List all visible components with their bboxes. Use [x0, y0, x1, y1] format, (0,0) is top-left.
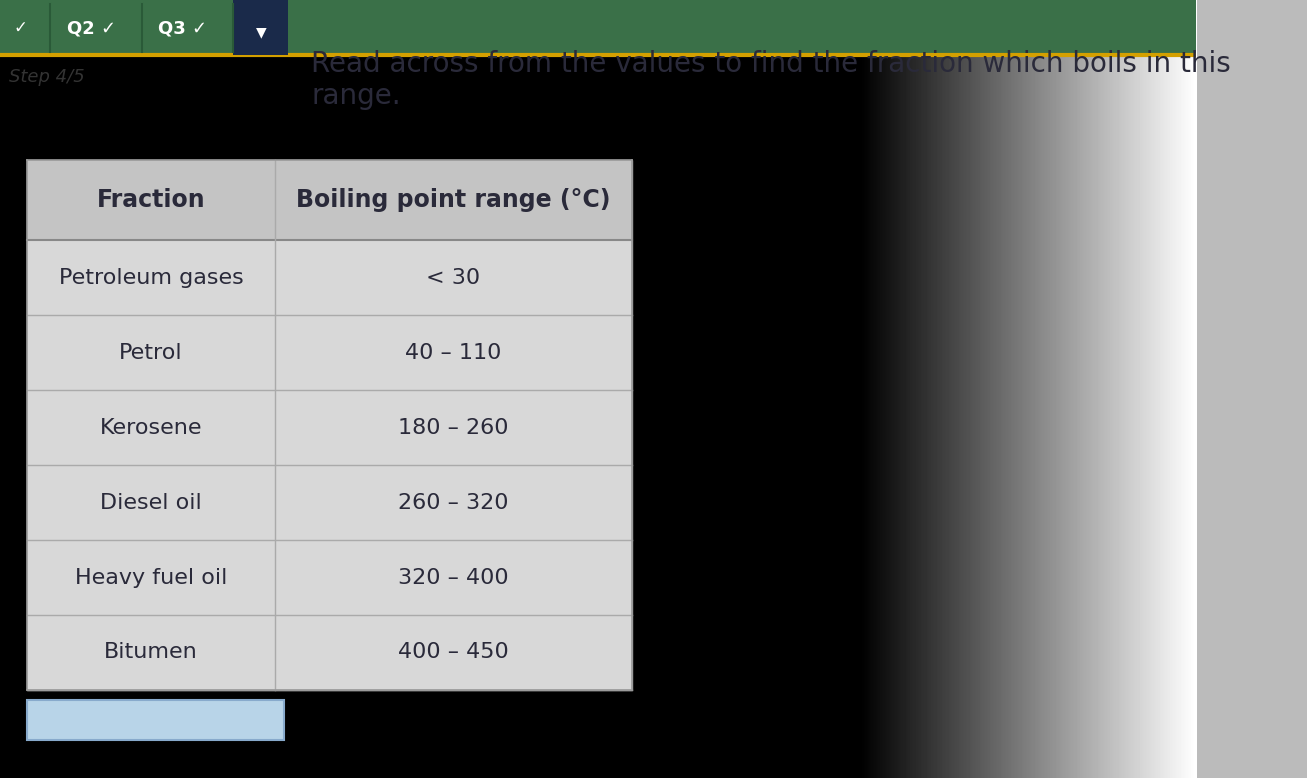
FancyBboxPatch shape: [27, 465, 631, 540]
Text: 180 – 260: 180 – 260: [397, 418, 508, 437]
FancyBboxPatch shape: [27, 160, 631, 690]
Text: < 30: < 30: [426, 268, 480, 288]
FancyBboxPatch shape: [27, 240, 631, 315]
FancyBboxPatch shape: [0, 0, 1196, 55]
Text: ▼: ▼: [256, 26, 267, 40]
Text: Q3 ✓: Q3 ✓: [158, 19, 208, 37]
Text: Kerosene: Kerosene: [99, 418, 203, 437]
FancyBboxPatch shape: [27, 540, 631, 615]
Text: Heavy fuel oil: Heavy fuel oil: [74, 567, 227, 587]
FancyBboxPatch shape: [27, 615, 631, 690]
Text: Q2 ✓: Q2 ✓: [67, 19, 116, 37]
FancyBboxPatch shape: [27, 390, 631, 465]
FancyBboxPatch shape: [27, 700, 284, 740]
Text: 400 – 450: 400 – 450: [397, 643, 508, 663]
FancyBboxPatch shape: [234, 0, 289, 55]
Text: Diesel oil: Diesel oil: [101, 492, 201, 513]
Text: Petrol: Petrol: [119, 342, 183, 363]
Text: Step 4/5: Step 4/5: [9, 68, 85, 86]
Text: Petroleum gases: Petroleum gases: [59, 268, 243, 288]
Text: Read across from the values to find the fraction which boils in this range.: Read across from the values to find the …: [311, 50, 1231, 110]
Text: 260 – 320: 260 – 320: [397, 492, 508, 513]
FancyBboxPatch shape: [0, 4, 42, 52]
FancyBboxPatch shape: [27, 315, 631, 390]
Text: Bitumen: Bitumen: [105, 643, 197, 663]
Text: Boiling point range (°C): Boiling point range (°C): [295, 188, 610, 212]
FancyBboxPatch shape: [27, 160, 631, 240]
Text: 320 – 400: 320 – 400: [397, 567, 508, 587]
Text: Fraction: Fraction: [97, 188, 205, 212]
Text: 40 – 110: 40 – 110: [405, 342, 502, 363]
Text: ✓: ✓: [13, 19, 27, 37]
